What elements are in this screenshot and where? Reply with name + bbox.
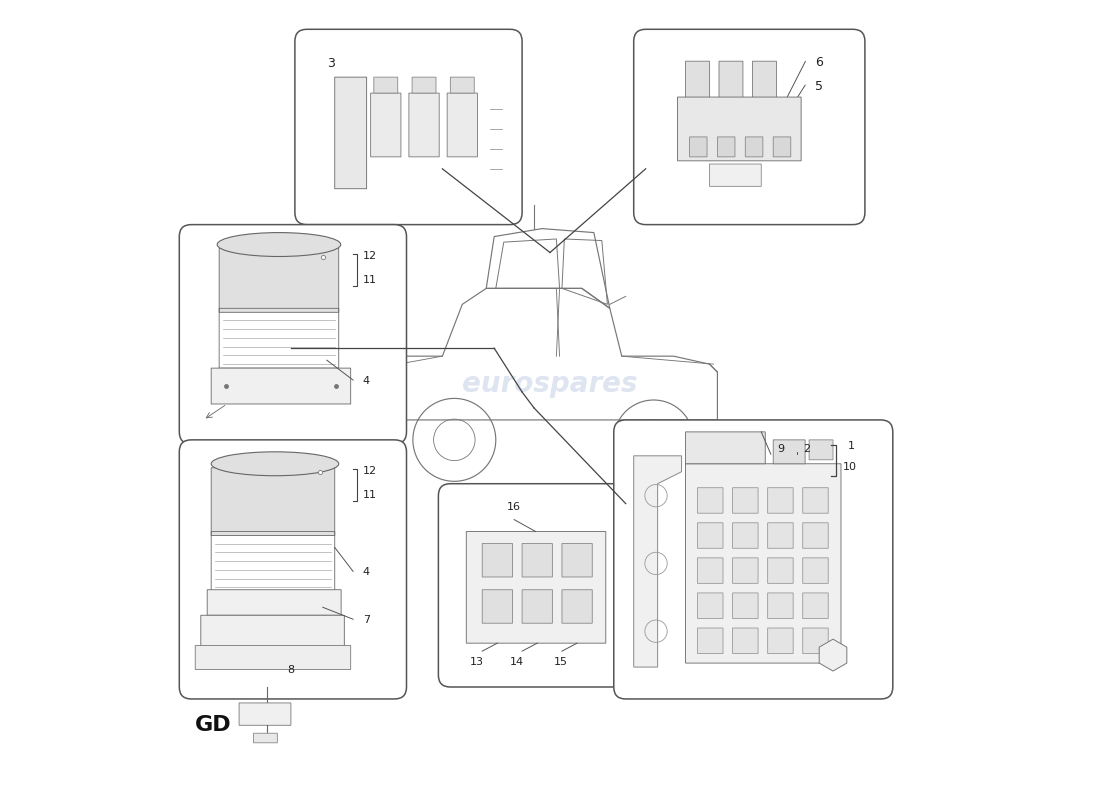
Text: eurospares: eurospares [184,338,359,366]
FancyBboxPatch shape [697,558,723,583]
FancyBboxPatch shape [803,558,828,583]
FancyBboxPatch shape [710,164,761,186]
FancyBboxPatch shape [179,440,407,699]
FancyBboxPatch shape [195,646,351,670]
Text: 8: 8 [287,665,294,674]
FancyBboxPatch shape [522,543,552,577]
Text: eurospares: eurospares [195,506,371,534]
FancyBboxPatch shape [685,432,766,464]
Text: 6: 6 [815,56,823,69]
FancyBboxPatch shape [746,137,763,157]
FancyBboxPatch shape [374,77,398,93]
FancyBboxPatch shape [719,61,742,101]
FancyBboxPatch shape [211,368,351,404]
FancyBboxPatch shape [253,734,277,743]
FancyBboxPatch shape [482,590,513,623]
FancyBboxPatch shape [409,93,439,157]
FancyBboxPatch shape [803,628,828,654]
FancyBboxPatch shape [768,522,793,548]
FancyBboxPatch shape [697,522,723,548]
Text: 1: 1 [847,442,855,451]
Text: 14: 14 [510,658,525,667]
Text: GD: GD [195,715,232,735]
FancyBboxPatch shape [733,558,758,583]
FancyBboxPatch shape [448,93,477,157]
FancyBboxPatch shape [482,543,513,577]
Text: 15: 15 [554,658,568,667]
FancyBboxPatch shape [201,615,344,647]
FancyBboxPatch shape [768,628,793,654]
FancyBboxPatch shape [371,93,400,157]
Text: 9: 9 [778,444,784,454]
FancyBboxPatch shape [803,522,828,548]
FancyBboxPatch shape [697,593,723,618]
Text: 10: 10 [843,462,857,472]
FancyBboxPatch shape [207,590,341,615]
FancyBboxPatch shape [697,488,723,514]
FancyBboxPatch shape [768,488,793,514]
FancyBboxPatch shape [412,77,436,93]
Text: 5: 5 [815,79,823,93]
FancyBboxPatch shape [678,97,801,161]
FancyBboxPatch shape [733,522,758,548]
FancyBboxPatch shape [685,464,842,663]
FancyBboxPatch shape [450,77,474,93]
FancyBboxPatch shape [179,225,407,444]
FancyBboxPatch shape [219,249,339,312]
Text: 12: 12 [363,251,377,261]
Text: 11: 11 [363,490,376,500]
FancyBboxPatch shape [768,558,793,583]
FancyBboxPatch shape [562,543,592,577]
FancyBboxPatch shape [733,593,758,618]
FancyBboxPatch shape [768,593,793,618]
FancyBboxPatch shape [803,488,828,514]
FancyBboxPatch shape [295,30,522,225]
Text: 3: 3 [327,57,334,70]
FancyBboxPatch shape [752,61,777,101]
FancyBboxPatch shape [466,531,606,643]
FancyBboxPatch shape [773,440,805,464]
FancyBboxPatch shape [634,30,865,225]
Text: 11: 11 [363,275,376,285]
FancyBboxPatch shape [522,590,552,623]
FancyBboxPatch shape [211,468,334,535]
FancyBboxPatch shape [717,137,735,157]
Ellipse shape [211,452,339,476]
Text: eurospares: eurospares [462,370,638,398]
Text: 12: 12 [363,466,377,476]
FancyBboxPatch shape [733,488,758,514]
Text: 4: 4 [363,567,370,578]
FancyBboxPatch shape [562,590,592,623]
FancyBboxPatch shape [439,484,638,687]
FancyBboxPatch shape [614,420,893,699]
Ellipse shape [217,233,341,257]
Text: 7: 7 [363,615,370,626]
FancyBboxPatch shape [810,440,833,460]
Text: 4: 4 [363,376,370,386]
Text: 2: 2 [803,444,810,454]
FancyBboxPatch shape [773,137,791,157]
FancyBboxPatch shape [803,593,828,618]
FancyBboxPatch shape [239,703,290,726]
FancyBboxPatch shape [685,61,710,101]
Polygon shape [634,456,682,667]
FancyBboxPatch shape [697,628,723,654]
FancyBboxPatch shape [334,77,366,189]
FancyBboxPatch shape [733,628,758,654]
FancyBboxPatch shape [690,137,707,157]
Text: 13: 13 [470,658,484,667]
Text: 16: 16 [507,502,521,512]
Text: eurospares: eurospares [470,498,646,526]
